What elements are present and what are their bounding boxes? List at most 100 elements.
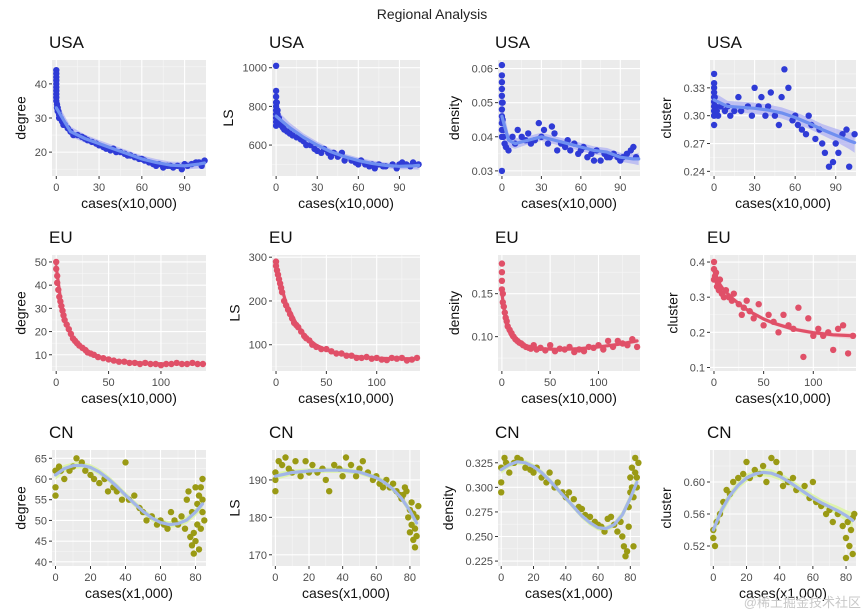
x-tick-label: 0 xyxy=(711,182,717,194)
data-point xyxy=(199,475,206,483)
y-tick-label: 0.03 xyxy=(472,166,493,178)
data-point xyxy=(273,99,280,106)
panel-cn-density: 0 20 40 60 80 0.225 0.250 0.275 0.300 0.325 CN case… xyxy=(440,423,642,601)
data-point xyxy=(842,534,850,542)
data-point xyxy=(829,158,837,166)
data-point xyxy=(561,143,569,151)
data-point xyxy=(278,461,286,469)
smooth-line xyxy=(711,470,855,532)
y-tick-label: 1000 xyxy=(243,63,267,75)
data-point xyxy=(272,488,279,495)
panel-title: CN xyxy=(495,423,520,442)
x-tick-label: 60 xyxy=(807,572,819,584)
data-point xyxy=(851,510,858,518)
x-tick-label: 80 xyxy=(840,572,852,584)
figure-title: Regional Analysis xyxy=(377,6,488,22)
x-tick-label: 40 xyxy=(560,572,572,584)
data-point xyxy=(406,529,414,536)
y-tick-label: 0.30 xyxy=(684,111,705,123)
data-point xyxy=(199,496,206,503)
data-point xyxy=(767,89,774,96)
data-point xyxy=(371,165,378,172)
data-point xyxy=(622,553,629,560)
data-point xyxy=(505,147,512,154)
data-point xyxy=(297,473,304,480)
data-point xyxy=(272,469,279,476)
data-point xyxy=(52,492,59,499)
data-point xyxy=(199,508,206,516)
y-tick-label: 55 xyxy=(35,495,47,507)
y-tick-label: 0.3 xyxy=(690,292,705,304)
data-point xyxy=(714,112,722,119)
data-point xyxy=(389,480,397,487)
x-tick-label: 20 xyxy=(527,572,539,584)
x-axis-title: cases(x1,000) xyxy=(739,585,827,601)
x-axis-title: cases(x10,000) xyxy=(735,390,831,406)
data-point xyxy=(607,513,615,520)
y-tick-label: 0.10 xyxy=(472,332,493,344)
y-tick-label: 0.2 xyxy=(690,327,705,339)
data-point xyxy=(61,475,68,483)
data-point xyxy=(815,325,822,332)
smooth-line xyxy=(500,114,641,161)
x-tick-label: 0 xyxy=(711,377,717,389)
data-point xyxy=(771,112,779,119)
data-point xyxy=(821,149,829,156)
smooth-line xyxy=(54,106,207,168)
data-point xyxy=(409,159,417,166)
data-point xyxy=(356,465,363,472)
data-point xyxy=(830,346,837,354)
y-tick-label: 0.05 xyxy=(472,98,493,110)
x-tick-label: 100 xyxy=(589,377,607,389)
y-tick-label: 190 xyxy=(249,475,267,487)
data-point xyxy=(498,260,506,267)
x-tick-label: 90 xyxy=(393,182,405,194)
data-point xyxy=(846,163,853,170)
data-point xyxy=(773,458,780,466)
y-tick-label: 0.275 xyxy=(465,507,493,519)
panel-background xyxy=(272,450,420,566)
data-point xyxy=(711,542,719,550)
panel-title: EU xyxy=(269,228,293,247)
data-point xyxy=(122,459,129,466)
data-point xyxy=(844,518,851,526)
y-tick-label: 0.52 xyxy=(684,541,705,553)
panel-title: USA xyxy=(269,33,305,52)
data-point xyxy=(498,61,506,69)
data-point xyxy=(738,311,745,318)
x-tick-label: 0 xyxy=(272,572,278,584)
data-point xyxy=(758,93,765,101)
data-point xyxy=(819,140,826,147)
data-point xyxy=(570,496,577,503)
data-point xyxy=(498,79,506,86)
y-tick-label: 0.15 xyxy=(472,289,493,301)
data-point xyxy=(544,140,552,147)
y-tick-label: 20 xyxy=(35,147,47,159)
data-point xyxy=(794,121,802,129)
data-point xyxy=(751,84,758,92)
data-point xyxy=(759,462,767,470)
y-tick-label: 0.24 xyxy=(684,166,705,178)
data-point xyxy=(763,478,770,486)
panel-background xyxy=(498,450,640,566)
panel-title: USA xyxy=(495,33,531,52)
data-point xyxy=(712,269,720,276)
data-point xyxy=(403,488,410,495)
data-point xyxy=(411,544,419,551)
x-tick-label: 0 xyxy=(498,572,504,584)
data-point xyxy=(322,476,329,484)
data-point xyxy=(834,325,842,332)
data-point xyxy=(197,484,204,491)
data-point xyxy=(735,474,742,482)
x-tick-label: 90 xyxy=(178,182,190,194)
y-tick-label: 0.04 xyxy=(472,132,493,144)
y-axis-title: LS xyxy=(226,304,242,321)
x-tick-label: 0 xyxy=(53,182,59,194)
y-axis-title: degree xyxy=(13,486,29,530)
data-point xyxy=(843,126,850,133)
y-tick-label: 60 xyxy=(35,474,47,486)
data-point xyxy=(302,458,309,465)
smooth-line xyxy=(274,266,419,361)
